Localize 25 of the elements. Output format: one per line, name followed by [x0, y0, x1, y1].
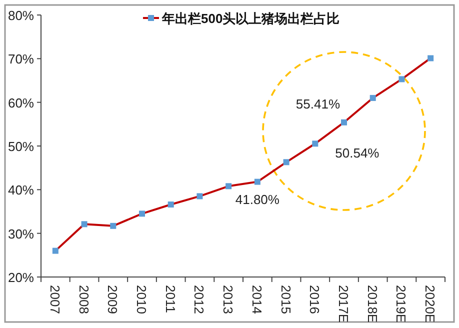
x-tick-label: 2016 — [307, 285, 322, 314]
x-tick-label: 2008 — [76, 285, 92, 314]
x-tick-label: 2020E — [422, 285, 438, 323]
y-tick-label: 30% — [8, 226, 34, 242]
y-tick-label: 80% — [8, 8, 34, 23]
y-tick-label: 20% — [8, 270, 34, 285]
y-tick-label: 70% — [8, 52, 34, 67]
x-tick-label: 2018E — [364, 285, 380, 323]
x-tick-label: 2009 — [105, 285, 120, 314]
y-tick-label: 40% — [8, 182, 34, 198]
x-tick-label: 2011 — [162, 285, 178, 313]
x-tick-label: 2013 — [220, 285, 236, 314]
x-tick-label: 2014 — [249, 285, 264, 314]
x-tick-label: 2012 — [192, 285, 207, 314]
data-label: 41.80% — [235, 192, 280, 207]
x-tick-label: 2010 — [134, 285, 149, 314]
legend-label: 年出栏500头以上猪场出栏占比 — [161, 11, 340, 26]
x-tick-label: 2019E — [394, 285, 409, 323]
data-label: 50.54% — [335, 146, 380, 161]
data-label: 55.41% — [296, 96, 340, 112]
x-tick-label: 2015 — [278, 285, 294, 314]
y-tick-label: 50% — [8, 139, 34, 154]
x-tick-label: 2017E — [336, 285, 351, 323]
x-tick-label: 2007 — [47, 285, 62, 314]
y-tick-label: 60% — [8, 95, 34, 110]
